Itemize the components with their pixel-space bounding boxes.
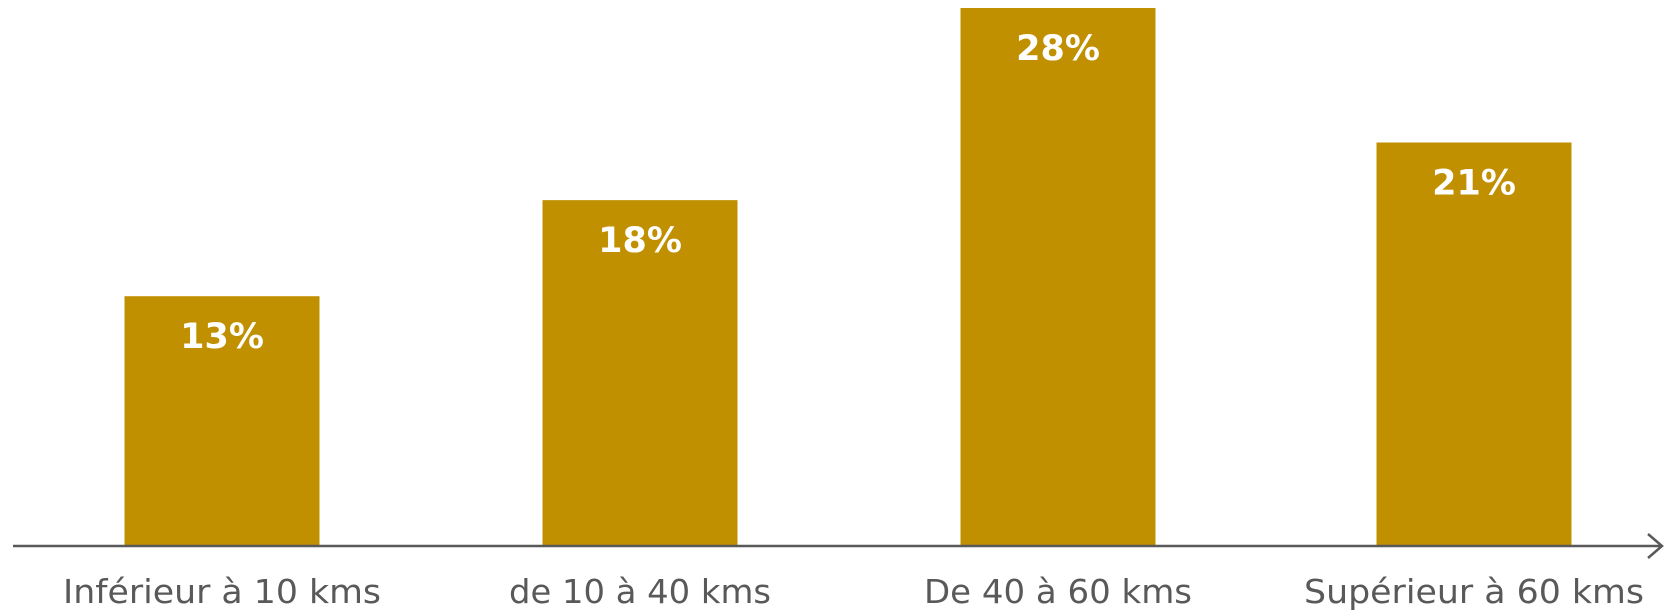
- bars-group: [124, 8, 1572, 546]
- category-label-3: De 40 à 60 kms: [924, 572, 1192, 611]
- value-labels-group: 13% 18% 28% 21%: [180, 29, 1516, 357]
- x-axis-arrow-icon: [1647, 533, 1664, 559]
- category-label-1: Inférieur à 10 kms: [63, 572, 381, 611]
- category-label-2: de 10 à 40 kms: [509, 572, 771, 611]
- bar-1: [124, 296, 320, 546]
- bar-3: [960, 8, 1156, 546]
- bar-2: [542, 200, 738, 546]
- bar-value-label-2: 18%: [598, 221, 682, 261]
- bar-value-label-4: 21%: [1432, 164, 1516, 204]
- bar-4: [1376, 142, 1572, 546]
- bar-value-label-1: 13%: [180, 317, 264, 357]
- category-labels-group: Inférieur à 10 kms de 10 à 40 kms De 40 à …: [63, 572, 1644, 611]
- bar-value-label-3: 28%: [1016, 29, 1100, 69]
- category-label-4: Supérieur à 60 kms: [1304, 572, 1644, 611]
